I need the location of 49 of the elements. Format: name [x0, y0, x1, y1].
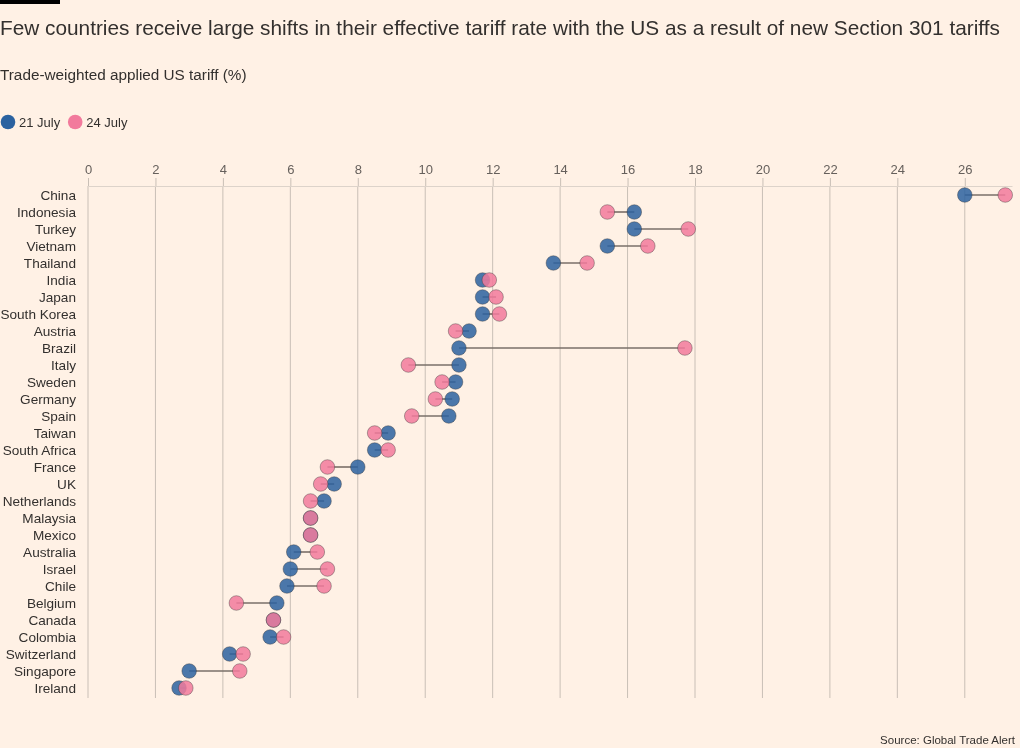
x-tick-label: 20 [755, 162, 771, 177]
y-tick-label: France [33, 459, 76, 475]
x-tick-label: 8 [354, 162, 362, 177]
x-tick-label: 0 [84, 162, 93, 177]
y-tick-label: Indonesia [17, 204, 77, 220]
y-tick-label: Netherlands [2, 493, 77, 509]
legend-label: 24 July [86, 114, 128, 130]
y-tick-label: Malaysia [22, 510, 77, 526]
y-tick-label: Canada [28, 612, 77, 628]
y-tick-label: Italy [51, 357, 77, 373]
y-tick-label: Israel [42, 561, 76, 577]
x-tick-label: 12 [485, 162, 501, 177]
y-tick-label: South Africa [2, 442, 77, 458]
y-tick-label: UK [57, 476, 76, 492]
y-tick-label: Spain [41, 408, 76, 424]
chart-subtitle: Trade-weighted applied US tariff (%) [0, 66, 247, 83]
x-tick-label: 18 [688, 162, 703, 177]
x-tick-label: 16 [620, 162, 636, 177]
x-tick-label: 26 [958, 162, 973, 177]
y-tick-label: Turkey [34, 221, 77, 237]
y-tick-label: Germany [20, 391, 77, 407]
x-tick-label: 2 [152, 162, 160, 177]
y-tick-label: Australia [23, 544, 77, 560]
y-tick-label: India [46, 272, 77, 288]
y-tick-label: Taiwan [33, 425, 76, 441]
y-tick-label: Belgium [26, 595, 76, 611]
chart-title: Few countries receive large shifts in their effective tariff rate with the US as a result of new Section 301 tariffs [0, 16, 1000, 39]
source-note: Source: Global Trade Alert [880, 734, 1016, 746]
x-tick-label: 14 [553, 162, 568, 177]
y-tick-label: Switzerland [5, 646, 76, 662]
y-tick-label: Sweden [26, 374, 76, 390]
y-tick-label: China [40, 187, 77, 203]
y-tick-label: Mexico [32, 527, 76, 543]
y-tick-label: Austria [33, 323, 77, 339]
x-tick-label: 24 [890, 162, 906, 177]
y-tick-label: Japan [38, 289, 76, 305]
x-tick-label: 10 [418, 162, 433, 177]
legend-label: 21 July [19, 114, 61, 130]
y-tick-label: Singapore [14, 663, 76, 679]
x-tick-label: 6 [287, 162, 295, 177]
y-tick-label: Ireland [34, 680, 76, 696]
y-tick-label: Thailand [23, 255, 76, 271]
x-tick-label: 22 [823, 162, 838, 177]
y-tick-label: South Korea [0, 306, 77, 322]
y-tick-label: Chile [45, 578, 76, 594]
y-tick-label: Colombia [18, 629, 77, 645]
y-tick-label: Brazil [42, 340, 76, 356]
y-tick-label: Vietnam [26, 238, 76, 254]
x-tick-label: 4 [219, 162, 228, 177]
